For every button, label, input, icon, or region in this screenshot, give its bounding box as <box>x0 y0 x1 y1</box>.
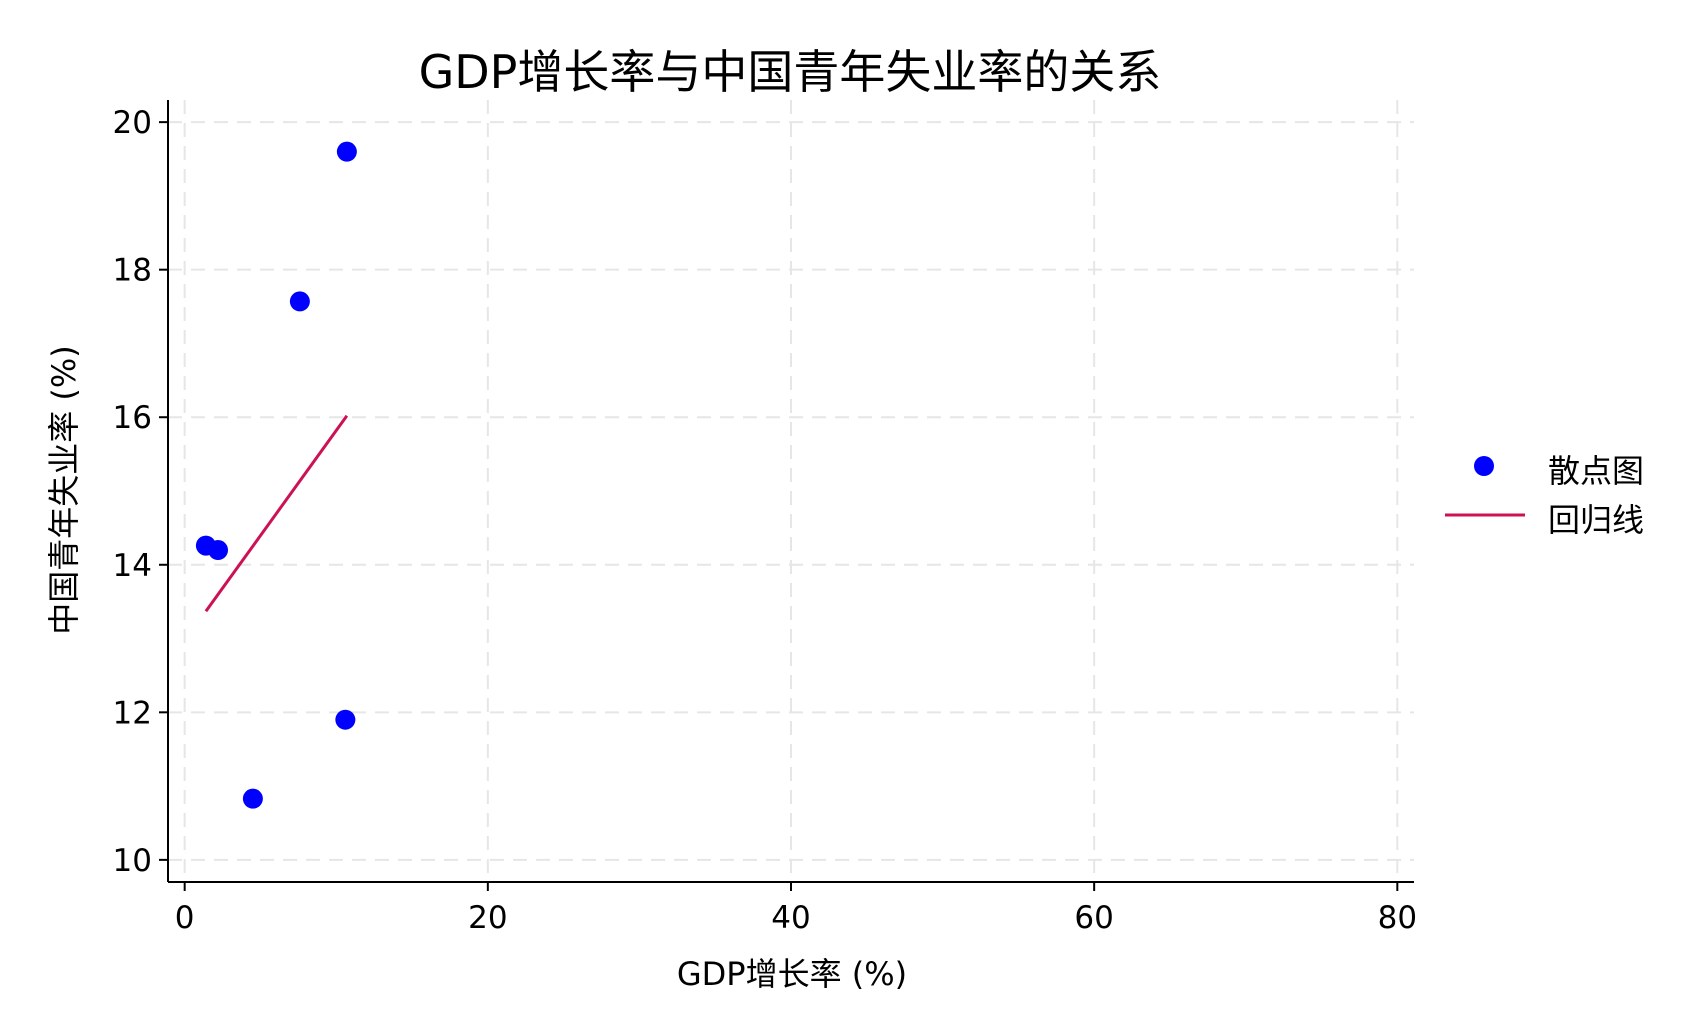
grid <box>168 100 1414 882</box>
legend-line-label: 回归线 <box>1548 501 1644 539</box>
y-axis-ticks: 10 12 14 16 18 20 <box>113 105 168 879</box>
y-tick-label-16: 16 <box>113 400 152 436</box>
x-axis-ticks: 0 20 40 60 80 <box>175 882 1417 936</box>
y-tick-label-14: 14 <box>113 548 152 584</box>
x-tick-label-80: 80 <box>1378 900 1417 936</box>
x-tick-label-60: 60 <box>1074 900 1113 936</box>
legend-scatter-label: 散点图 <box>1548 452 1644 490</box>
scatter-point-3 <box>208 540 229 561</box>
chart-title: GDP增长率与中国青年失业率的关系 <box>419 45 1162 99</box>
y-tick-label-20: 20 <box>113 105 152 141</box>
y-tick-label-10: 10 <box>113 843 152 879</box>
scatter-points-layer <box>195 141 357 809</box>
scatter-point-0 <box>336 141 357 162</box>
regression-line-layer <box>204 414 349 613</box>
x-axis-label: GDP增长率 (%) <box>677 955 907 993</box>
scatter-point-1 <box>289 291 310 312</box>
y-tick-label-12: 12 <box>113 695 152 731</box>
x-tick-label-0: 0 <box>175 900 195 936</box>
scatter-point-5 <box>242 788 263 809</box>
x-tick-label-40: 40 <box>771 900 810 936</box>
y-axis-label: 中国青年失业率 (%) <box>45 345 83 635</box>
legend: 散点图 回归线 <box>1445 452 1644 539</box>
regression-line <box>204 414 349 613</box>
x-tick-label-20: 20 <box>468 900 507 936</box>
legend-scatter-marker <box>1474 456 1494 476</box>
scatter-point-4 <box>335 709 356 730</box>
y-tick-label-18: 18 <box>113 253 152 289</box>
